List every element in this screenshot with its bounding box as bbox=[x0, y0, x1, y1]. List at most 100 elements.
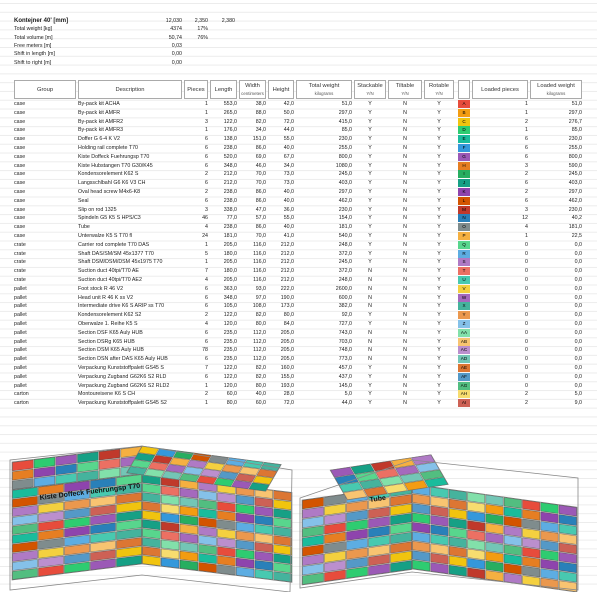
cell: Y bbox=[437, 162, 441, 169]
cell: 248,0 bbox=[338, 277, 352, 283]
cargo-box bbox=[183, 466, 204, 476]
color-swatch: AG bbox=[458, 381, 470, 390]
cell: 85,0 bbox=[571, 127, 582, 134]
cell: N bbox=[403, 180, 407, 187]
color-swatch: Q bbox=[458, 240, 470, 249]
cell: 1 bbox=[205, 400, 208, 407]
cell: 77,0 bbox=[226, 215, 237, 222]
cargo-box bbox=[12, 469, 34, 481]
cell: case bbox=[14, 109, 26, 116]
cargo-box bbox=[116, 492, 142, 504]
cell: 0 bbox=[525, 338, 528, 345]
cargo-box bbox=[190, 453, 212, 462]
cell: 34,0 bbox=[283, 162, 294, 169]
cell: 112,0 bbox=[253, 338, 266, 345]
cargo-box bbox=[390, 522, 412, 535]
color-swatch: AA bbox=[458, 328, 470, 337]
cell: N bbox=[368, 277, 372, 283]
cargo-box bbox=[90, 540, 116, 553]
cell: 86,0 bbox=[255, 224, 266, 231]
cell: case bbox=[14, 145, 26, 151]
cargo-box bbox=[467, 501, 485, 513]
cell: 70,0 bbox=[255, 180, 266, 187]
cell: Y bbox=[437, 391, 441, 398]
cell: Montoureisene K6 S CH bbox=[78, 391, 136, 398]
cargo-box bbox=[55, 454, 77, 466]
cell: 5 bbox=[205, 250, 208, 257]
cargo-box bbox=[368, 535, 390, 547]
cell: 22,5 bbox=[571, 233, 582, 239]
cell: N bbox=[368, 356, 372, 363]
cargo-box bbox=[467, 520, 485, 532]
cell: 4 bbox=[205, 277, 208, 283]
summary-label: Total volume [m] bbox=[14, 34, 53, 41]
cell: 1 bbox=[525, 233, 528, 239]
cargo-box bbox=[12, 559, 38, 571]
cell: Y bbox=[368, 224, 372, 231]
cargo-box bbox=[198, 526, 217, 537]
cell: 41,0 bbox=[283, 233, 294, 239]
cargo-box bbox=[302, 535, 324, 547]
header-unit: Y/N bbox=[435, 90, 443, 96]
cell: Y bbox=[368, 101, 372, 107]
cargo-box bbox=[368, 525, 390, 538]
cargo-box bbox=[254, 560, 273, 571]
header-text: Loaded pieces bbox=[481, 86, 519, 93]
cargo-box bbox=[375, 468, 399, 479]
cargo-box bbox=[324, 531, 346, 544]
cell: 108,0 bbox=[252, 303, 266, 310]
cell: Tube bbox=[78, 224, 90, 231]
cargo-box bbox=[38, 538, 64, 550]
cell: 116,0 bbox=[253, 277, 266, 283]
cargo-box bbox=[161, 539, 180, 551]
cargo-box bbox=[254, 506, 273, 517]
color-swatch: H bbox=[458, 161, 470, 170]
cell: 348,0 bbox=[223, 162, 237, 169]
cargo-box bbox=[161, 548, 180, 560]
cell: Y bbox=[437, 206, 441, 213]
cell: 70,0 bbox=[255, 171, 266, 178]
cargo-box bbox=[161, 521, 180, 533]
cargo-box bbox=[540, 568, 559, 580]
cell: 297,0 bbox=[338, 189, 352, 195]
cargo-box bbox=[254, 497, 273, 508]
cargo-box bbox=[485, 523, 504, 535]
cargo-box bbox=[179, 532, 198, 544]
cargo-box bbox=[165, 464, 187, 473]
cell: 0,0 bbox=[574, 329, 582, 336]
cargo-box bbox=[485, 541, 504, 554]
cell: 40,2 bbox=[571, 215, 582, 222]
cell: Y bbox=[368, 171, 372, 178]
color-swatch: V bbox=[458, 284, 470, 293]
cargo-box bbox=[412, 493, 430, 506]
cell: Y bbox=[368, 118, 372, 125]
cell: 0 bbox=[525, 321, 528, 327]
cargo-box bbox=[559, 533, 577, 545]
cell: 176,0 bbox=[223, 127, 237, 134]
color-swatch: P bbox=[458, 232, 470, 240]
cargo-box bbox=[363, 486, 388, 497]
color-swatch: T bbox=[458, 267, 470, 276]
cargo-box bbox=[38, 520, 64, 532]
cell: 0,0 bbox=[574, 268, 582, 275]
cargo-box bbox=[38, 502, 64, 514]
cell: 205,0 bbox=[280, 338, 294, 345]
cell: 540,0 bbox=[338, 233, 352, 239]
cell: N bbox=[403, 224, 407, 231]
cell: Y bbox=[368, 206, 372, 213]
cell: Oval head screw M4x6-K8 bbox=[78, 189, 141, 195]
cell: 60,0 bbox=[226, 391, 237, 398]
cargo-box bbox=[467, 548, 485, 561]
cargo-box bbox=[196, 475, 217, 485]
cell: 40,0 bbox=[283, 197, 294, 204]
cargo-box bbox=[559, 571, 577, 583]
column-header: Width centimeters bbox=[239, 80, 266, 99]
cargo-box bbox=[142, 546, 161, 557]
cargo-box bbox=[350, 464, 375, 475]
cargo-box bbox=[467, 529, 485, 542]
cell: N bbox=[368, 294, 372, 301]
cargo-box bbox=[449, 508, 467, 520]
cargo-box bbox=[38, 511, 64, 523]
cell: 38,0 bbox=[255, 101, 266, 107]
cargo-box bbox=[368, 516, 390, 529]
